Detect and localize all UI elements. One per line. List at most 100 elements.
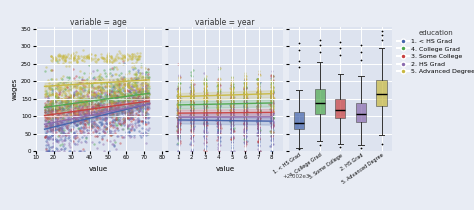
Point	[52, 94, 60, 97]
Point	[175, 81, 182, 84]
Point	[104, 126, 112, 130]
Point	[143, 86, 150, 90]
Point	[189, 100, 196, 104]
Point	[78, 59, 86, 62]
Point	[60, 132, 67, 135]
Point	[94, 85, 102, 88]
Point	[107, 115, 114, 118]
Point	[242, 117, 249, 121]
Point	[103, 104, 111, 107]
Point	[72, 54, 79, 57]
Point	[129, 114, 137, 117]
Point	[58, 125, 66, 128]
Point	[215, 132, 223, 135]
Point	[70, 94, 77, 97]
Point	[111, 125, 119, 129]
Point	[190, 83, 198, 86]
Point	[241, 85, 249, 89]
Point	[242, 87, 250, 90]
Point	[201, 87, 209, 90]
Point	[201, 118, 208, 121]
Point	[138, 98, 146, 101]
Point	[177, 81, 184, 84]
Point	[214, 83, 222, 86]
Point	[106, 133, 114, 136]
Point	[229, 112, 237, 115]
Point	[254, 97, 262, 101]
Point	[59, 112, 66, 115]
Point	[214, 108, 222, 111]
Point	[202, 95, 210, 98]
Point	[254, 122, 262, 125]
Point	[88, 115, 96, 119]
Point	[48, 93, 56, 96]
Point	[255, 84, 263, 88]
Point	[228, 88, 235, 91]
Point	[66, 139, 73, 142]
Point	[127, 116, 134, 119]
Point	[61, 59, 69, 62]
Point	[91, 130, 99, 133]
Point	[121, 54, 129, 57]
Point	[135, 94, 142, 97]
Point	[109, 116, 116, 119]
Point	[188, 101, 196, 105]
Point	[117, 90, 124, 93]
Point	[268, 82, 275, 85]
Point	[229, 85, 237, 89]
Point	[92, 86, 100, 89]
Point	[75, 80, 82, 83]
Point	[125, 85, 132, 89]
Point	[241, 87, 249, 91]
Point	[228, 93, 236, 97]
Point	[174, 100, 182, 103]
Point	[201, 88, 209, 91]
Point	[255, 114, 263, 117]
Point	[268, 137, 276, 140]
Point	[227, 105, 235, 109]
Point	[229, 110, 237, 113]
Point	[142, 113, 149, 116]
Point	[188, 116, 196, 119]
Point	[44, 130, 51, 133]
Point	[138, 119, 146, 123]
Point	[72, 103, 80, 107]
Point	[254, 94, 261, 98]
Point	[228, 97, 235, 100]
Point	[62, 97, 69, 101]
Point	[201, 92, 209, 96]
Point	[131, 78, 139, 81]
Point	[108, 95, 115, 98]
Point	[188, 99, 195, 102]
Point	[267, 100, 274, 104]
Point	[42, 118, 49, 122]
Point	[44, 114, 52, 117]
Point	[267, 93, 275, 97]
Point	[65, 104, 73, 107]
Point	[120, 107, 128, 110]
Point	[255, 88, 262, 92]
Point	[69, 97, 77, 100]
Point	[133, 73, 140, 76]
Point	[53, 127, 61, 130]
Point	[188, 84, 196, 88]
Point	[255, 90, 263, 93]
Point	[267, 138, 274, 142]
Point	[108, 124, 116, 127]
Point	[107, 98, 115, 101]
Point	[255, 127, 262, 130]
Point	[215, 117, 223, 121]
Point	[227, 119, 235, 123]
Point	[129, 117, 137, 121]
Point	[229, 103, 237, 106]
Point	[255, 118, 263, 122]
Point	[241, 108, 249, 111]
Point	[143, 70, 150, 74]
Point	[174, 110, 182, 113]
Point	[53, 147, 61, 150]
Point	[175, 118, 183, 122]
Point	[71, 110, 78, 113]
Point	[125, 78, 132, 81]
Point	[51, 55, 59, 58]
Point	[176, 129, 183, 132]
